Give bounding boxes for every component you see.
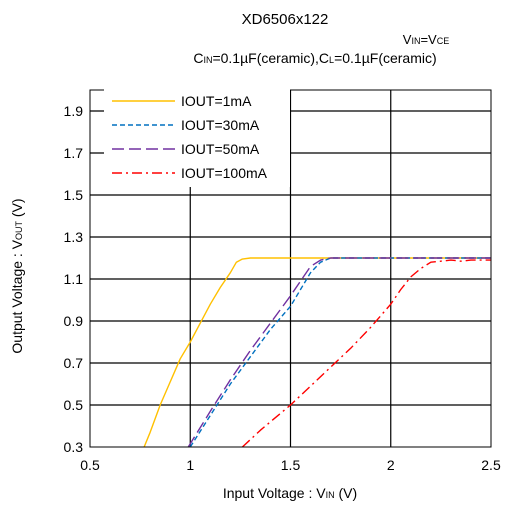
subtitle-vin-eq: =V [420, 32, 437, 47]
y-axis-label-sub: OUT [14, 220, 24, 240]
subtitle-cin-rest: =0.1µF(ceramic),C [212, 50, 329, 66]
y-axis-label-unit: (V) [9, 198, 25, 221]
subtitle-cl-rest: =0.1µF(ceramic) [334, 50, 437, 66]
legend-label-2: IOUT=30mA [181, 117, 260, 133]
y-axis-label: Output Voltage : VOUT (V) [9, 198, 25, 353]
series-line-1 [143, 257, 491, 447]
y-tick-label: 0.3 [64, 439, 84, 455]
x-axis-label-main: Input Voltage : V [223, 485, 326, 501]
y-tick-label: 0.7 [64, 355, 84, 371]
series-group [143, 257, 491, 447]
x-axis-ticks: 0.5 1 1.5 2 2.5 [80, 457, 501, 473]
legend-box [104, 89, 290, 187]
y-tick-label: 1.7 [64, 145, 84, 161]
legend: IOUT=1mA IOUT=30mA IOUT=50mA IOUT=100mA [104, 89, 290, 187]
chart-subtitle-caps: CIN=0.1µF(ceramic),CL=0.1µF(ceramic) [193, 50, 436, 66]
series-line-4 [241, 259, 491, 447]
x-tick-label: 2.5 [481, 457, 501, 473]
y-tick-label: 1.5 [64, 187, 84, 203]
subtitle-cin-sub: IN [203, 55, 212, 65]
plot-frame [89, 89, 492, 448]
y-tick-label: 0.5 [64, 397, 84, 413]
legend-label-1: IOUT=1mA [181, 93, 252, 109]
y-tick-label: 1.9 [64, 103, 84, 119]
y-axis-label-main: Output Voltage : V [9, 239, 25, 353]
legend-label-4: IOUT=100mA [181, 165, 268, 181]
subtitle-cl-sub: L [329, 55, 334, 65]
y-tick-label: 1.1 [64, 271, 84, 287]
subtitle-vce-sub: CE [437, 36, 450, 46]
x-tick-label: 1 [186, 457, 194, 473]
subtitle-vin-main: V [403, 32, 412, 47]
x-axis-label: Input Voltage : VIN (V) [223, 485, 357, 501]
subtitle-cin-main: C [193, 50, 203, 66]
series-line-2 [189, 257, 491, 447]
y-axis-ticks: 0.3 0.5 0.7 0.9 1.1 1.3 1.5 1.7 1.9 [64, 103, 84, 455]
x-axis-label-unit: (V) [335, 485, 358, 501]
x-tick-label: 1.5 [281, 457, 301, 473]
chart-title: XD6506x122 [242, 11, 329, 28]
y-tick-label: 1.3 [64, 229, 84, 245]
chart-subtitle-vin: VIN=VCE [403, 32, 449, 47]
x-tick-label: 0.5 [80, 457, 100, 473]
y-tick-label: 0.9 [64, 313, 84, 329]
x-axis-label-sub: IN [326, 490, 335, 500]
legend-label-3: IOUT=50mA [181, 141, 260, 157]
series-line-3 [187, 257, 491, 447]
x-tick-label: 2 [387, 457, 395, 473]
grid [90, 90, 491, 447]
subtitle-vin-sub: IN [411, 36, 420, 46]
